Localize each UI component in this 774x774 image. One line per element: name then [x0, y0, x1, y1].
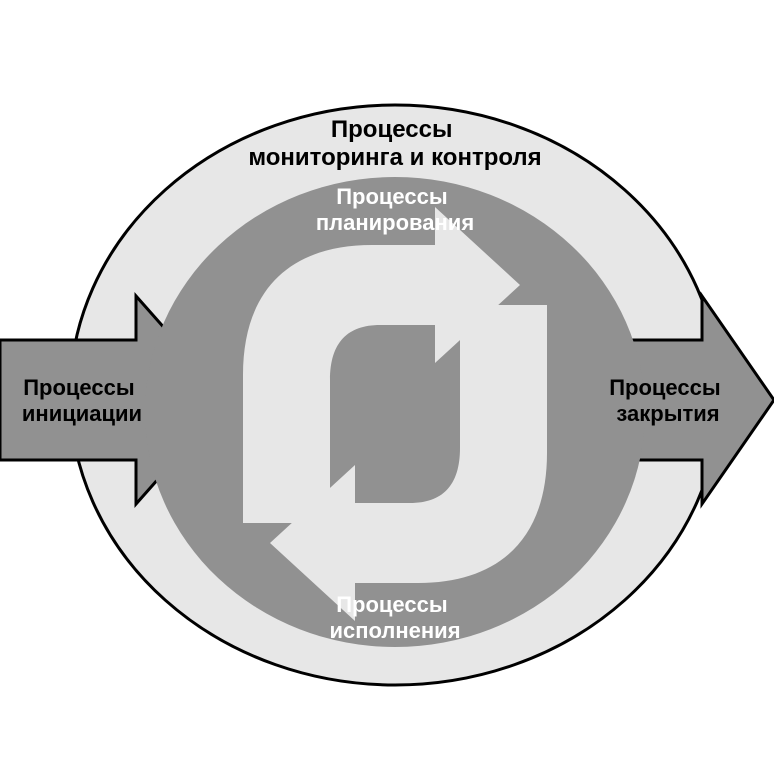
- label-closing-line1: Процессы: [609, 375, 720, 400]
- label-planning-line1: Процессы: [336, 184, 447, 209]
- label-closing: Процессы закрытия: [609, 375, 727, 426]
- label-execution-line1: Процессы: [336, 592, 447, 617]
- label-initiation-line2: инициации: [22, 401, 142, 426]
- label-planning-line2: планирования: [316, 210, 474, 235]
- label-initiation: Процессы инициации: [22, 375, 142, 426]
- label-execution-line2: исполнения: [329, 618, 460, 643]
- process-groups-diagram: Процессы мониторинга и контроля Процессы…: [0, 0, 774, 774]
- label-closing-line2: закрытия: [616, 401, 719, 426]
- label-monitoring-line1: Процессы: [331, 116, 453, 143]
- label-planning: Процессы планирования: [316, 184, 474, 235]
- label-initiation-line1: Процессы: [23, 375, 134, 400]
- label-execution: Процессы исполнения: [329, 592, 460, 643]
- label-monitoring-line2: мониторинга и контроля: [248, 144, 541, 171]
